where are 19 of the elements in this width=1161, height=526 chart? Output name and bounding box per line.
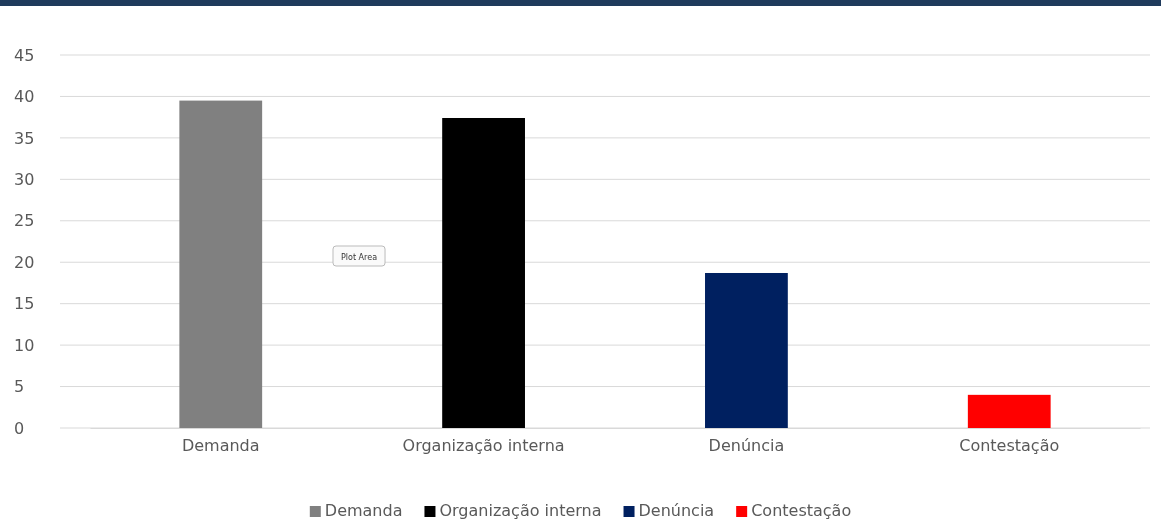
y-tick-label: 5 bbox=[14, 377, 25, 397]
x-tick-label: Contestação bbox=[959, 436, 1060, 455]
y-tick-label: 35 bbox=[14, 128, 35, 148]
legend-label: Contestação bbox=[751, 501, 852, 520]
x-tick-label: Denúncia bbox=[708, 436, 785, 455]
y-tick-label: 40 bbox=[14, 87, 35, 107]
legend-label: Denúncia bbox=[638, 501, 715, 520]
legend-label: Demanda bbox=[324, 501, 403, 520]
x-tick-label: Demanda bbox=[181, 436, 260, 455]
y-tick-label: 10 bbox=[14, 335, 35, 355]
y-tick-label: 0 bbox=[14, 418, 25, 438]
legend-label: Organização interna bbox=[439, 501, 602, 520]
annotation: Plot Area bbox=[341, 253, 378, 262]
y-tick-label: 30 bbox=[14, 169, 35, 189]
y-tick-label: 45 bbox=[14, 45, 35, 65]
y-tick-label: 15 bbox=[14, 294, 35, 314]
y-tick-label: 25 bbox=[14, 211, 35, 231]
y-tick-label: 20 bbox=[14, 252, 35, 272]
x-tick-label: Organização interna bbox=[402, 436, 565, 455]
